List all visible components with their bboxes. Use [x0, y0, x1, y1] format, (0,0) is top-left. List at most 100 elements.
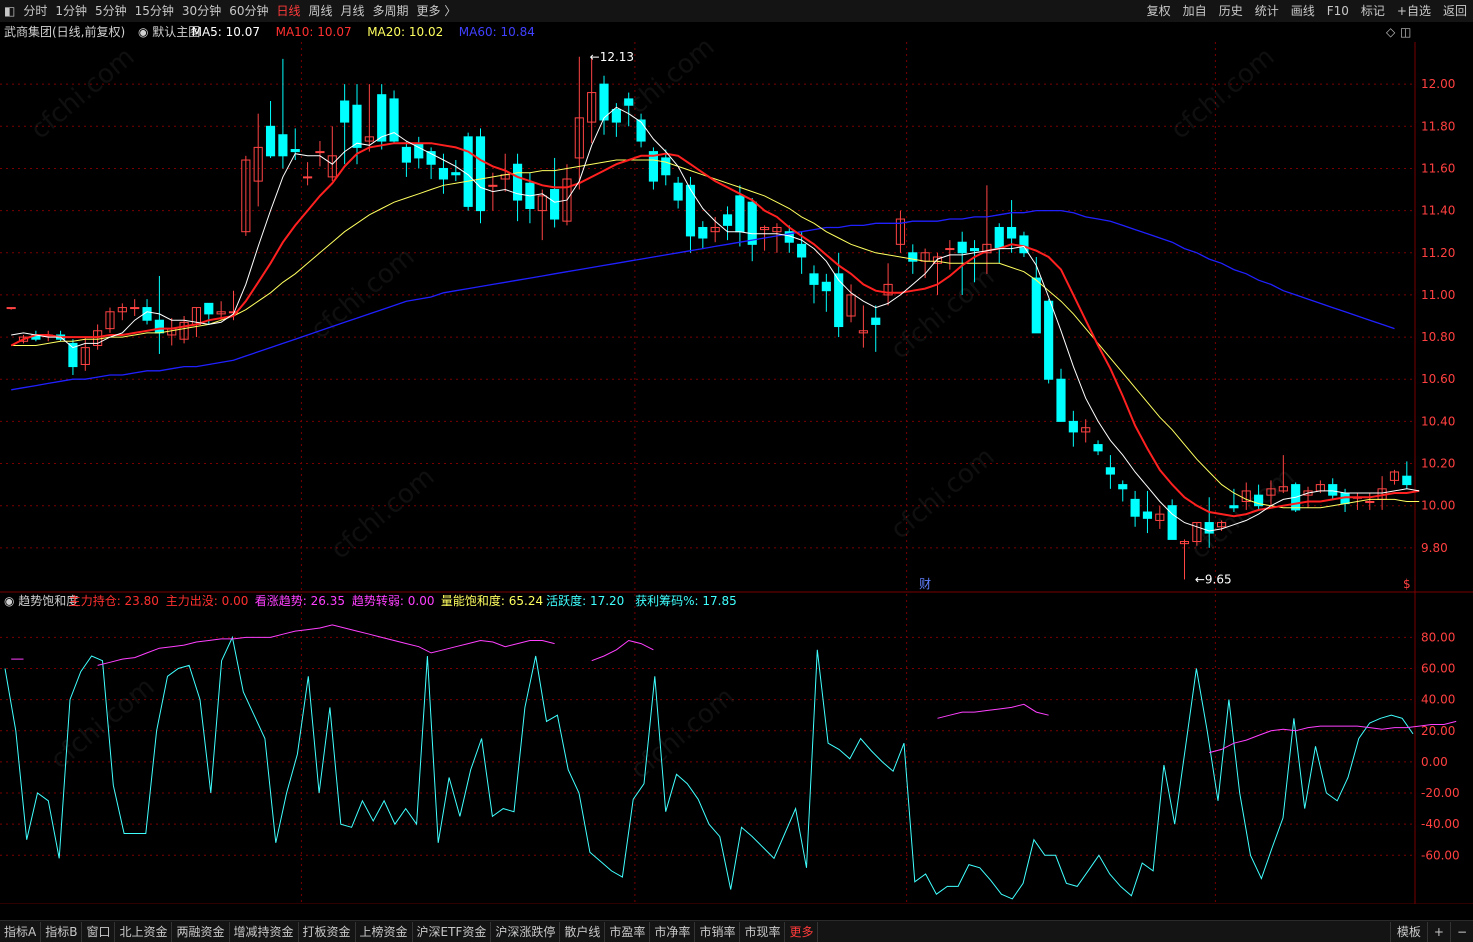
candle-body — [537, 195, 547, 212]
period-tab-more[interactable]: 更多 〉 — [416, 4, 457, 18]
tab-indicator-b[interactable]: 指标B — [41, 921, 83, 942]
history-button[interactable]: 历史 — [1218, 4, 1243, 18]
candle-body — [1130, 498, 1140, 517]
period-tab-fenshi[interactable]: 分时 — [23, 4, 48, 18]
bullish-trend-line — [97, 624, 555, 666]
main-y-tick: 11.40 — [1421, 204, 1455, 218]
stats-button[interactable]: 统计 — [1254, 4, 1279, 18]
tab-ps[interactable]: 市销率 — [695, 921, 741, 942]
candle-body — [1229, 505, 1239, 509]
sub-y-tick: 0.00 — [1421, 755, 1448, 769]
period-tab-60min[interactable]: 60分钟 — [229, 4, 269, 18]
candle-body — [722, 214, 733, 226]
candle-body — [1278, 486, 1288, 492]
candle-body — [315, 151, 325, 154]
period-tab-30min[interactable]: 30分钟 — [181, 4, 222, 18]
candle-body — [969, 248, 980, 252]
candle-body — [401, 146, 411, 163]
candle-body — [278, 134, 288, 157]
overlay-button[interactable]: 加自 — [1182, 4, 1207, 18]
main-y-tick: 10.40 — [1421, 414, 1455, 428]
period-tab-15min[interactable]: 15分钟 — [134, 4, 174, 18]
tab-retail-line[interactable]: 散户线 — [560, 921, 606, 942]
period-tab-daily[interactable]: 日线 — [276, 4, 301, 18]
rights-button[interactable]: 复权 — [1146, 4, 1171, 18]
chart-background — [0, 22, 1473, 904]
ma10-line — [10, 142, 1420, 518]
back-button[interactable]: 返回 — [1442, 4, 1467, 18]
candle-body — [562, 178, 572, 222]
f10-button[interactable]: F10 — [1326, 4, 1349, 18]
indicator-tab-bar: 指标A 指标B 窗口 北上资金 两融资金 增减持资金 打板资金 上榜资金 沪深E… — [0, 920, 1473, 942]
candle-body — [1328, 484, 1338, 496]
candle-body — [772, 226, 782, 233]
candle-body — [117, 307, 127, 313]
candle-body — [685, 184, 696, 237]
candle-body — [68, 342, 78, 368]
tab-pb[interactable]: 市净率 — [650, 921, 696, 942]
tab-indicator-a[interactable]: 指标A — [0, 921, 42, 942]
template-button[interactable]: 模板 — [1389, 921, 1427, 942]
candle-body — [1142, 511, 1153, 519]
period-tab-1min[interactable]: 1分钟 — [55, 4, 87, 18]
candle-body — [957, 241, 967, 254]
candle-body — [945, 248, 955, 251]
period-tab-multi[interactable]: 多周期 — [372, 4, 409, 18]
tab-limit-stats[interactable]: 沪深涨跌停 — [491, 921, 561, 942]
candle-body — [636, 119, 646, 142]
candle-body — [1389, 471, 1400, 481]
main-legend-item: MA60: 10.84 — [459, 25, 535, 39]
candle-body — [1192, 522, 1202, 543]
candle-body — [1155, 513, 1165, 521]
candle-body — [809, 273, 819, 285]
ma5-line — [11, 106, 1420, 532]
add-watchlist-button[interactable]: +自选 — [1396, 4, 1431, 18]
zoom-out-button[interactable]: − — [1449, 921, 1473, 942]
activity-line — [4, 635, 1414, 900]
tab-northbound[interactable]: 北上资金 — [115, 921, 173, 942]
tab-more[interactable]: 更多 — [785, 921, 819, 942]
period-toolbar: ◧ 分时 1分钟 5分钟 15分钟 30分钟 60分钟 日线 周线 月线 多周期… — [0, 0, 1473, 23]
tab-limit-up-funds[interactable]: 打板资金 — [299, 921, 356, 942]
candle-body — [475, 136, 486, 212]
main-legend-item: 武商集团(日线,前复权) — [4, 24, 125, 39]
ma60-line — [11, 209, 1395, 391]
period-tab-5min[interactable]: 5分钟 — [95, 4, 127, 18]
bullish-trend-line — [1209, 720, 1457, 754]
tab-pe[interactable]: 市盈率 — [605, 921, 651, 942]
period-tab-weekly[interactable]: 周线 — [308, 4, 333, 18]
tab-margin[interactable]: 两融资金 — [172, 921, 230, 942]
sub-legend-item: 趋势转弱: 0.00 — [352, 593, 435, 608]
candle-body — [327, 155, 337, 178]
candle-body — [179, 321, 189, 340]
tab-window[interactable]: 窗口 — [82, 921, 116, 942]
tab-pcf[interactable]: 市现率 — [740, 921, 786, 942]
candle-body — [154, 319, 164, 334]
draw-line-button[interactable]: 画线 — [1290, 4, 1315, 18]
sub-y-tick: -40.00 — [1421, 817, 1460, 831]
main-y-tick: 11.60 — [1421, 161, 1455, 175]
candle-body — [858, 330, 868, 334]
stock-chart[interactable]: 12.00 11.80 11.60 11.40 11.20 11.00 10.80 10.60… — [0, 22, 1473, 904]
period-tab-monthly[interactable]: 月线 — [340, 4, 365, 18]
sub-legend-item: 获利筹码%: 17.85 — [635, 594, 737, 608]
candle-body — [1241, 490, 1251, 502]
candle-body — [340, 100, 350, 123]
sub-y-tick: -60.00 — [1421, 848, 1460, 862]
candle-body — [6, 307, 16, 310]
menu-icon[interactable]: ◧ — [4, 4, 16, 18]
price-annotation: ←9.65 — [1195, 572, 1232, 586]
tab-holdings-change[interactable]: 增减持资金 — [230, 921, 299, 942]
candle-body — [253, 146, 263, 182]
candle-body — [1303, 490, 1313, 496]
candle-body — [1105, 467, 1115, 475]
bullish-trend-line — [591, 639, 654, 662]
tab-billboard-funds[interactable]: 上榜资金 — [356, 921, 413, 942]
tab-etf-funds[interactable]: 沪深ETF资金 — [413, 921, 492, 942]
candle-body — [1044, 300, 1054, 380]
main-y-tick: 9.80 — [1421, 541, 1448, 555]
candle-body — [747, 201, 757, 245]
candle-body — [1402, 475, 1412, 486]
mark-button[interactable]: 标记 — [1360, 4, 1385, 18]
zoom-in-button[interactable]: + — [1426, 921, 1450, 942]
